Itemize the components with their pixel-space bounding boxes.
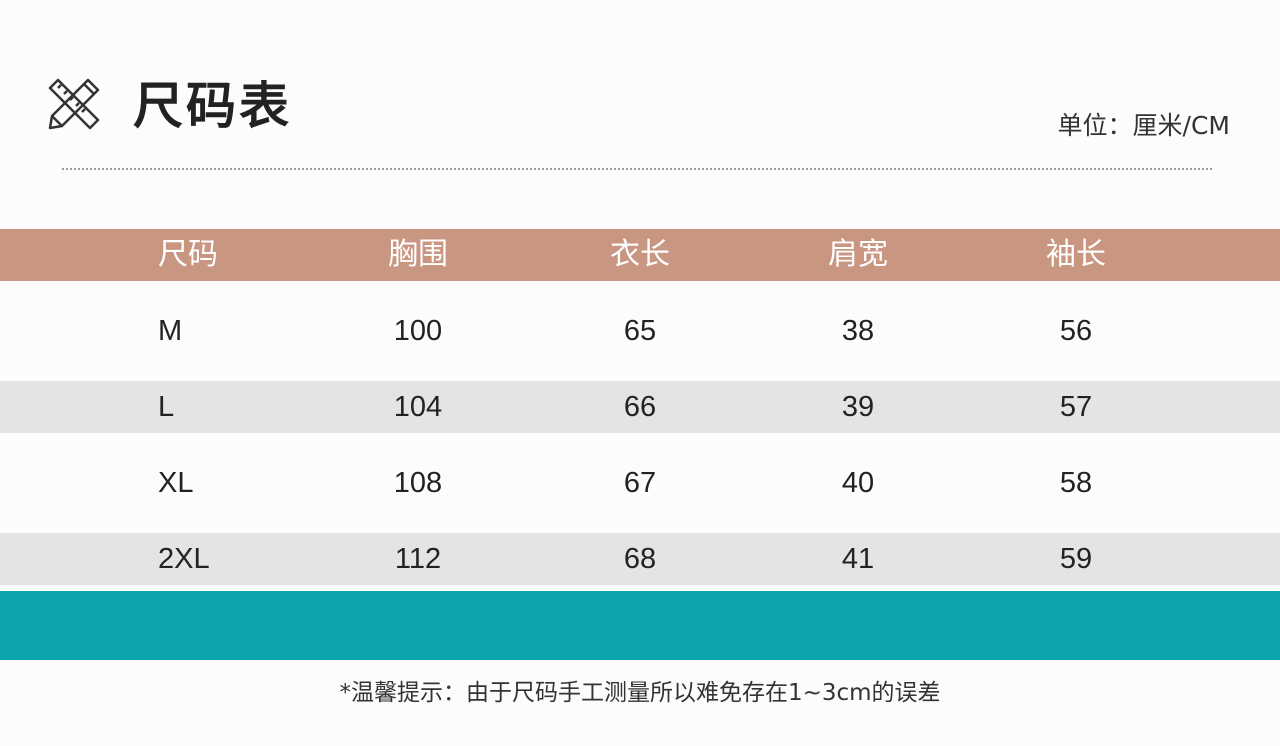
- cell-shoulder: 41: [841, 543, 875, 575]
- cell-chest: 108: [393, 467, 443, 499]
- cell-length: 68: [623, 543, 657, 575]
- header-chest: 胸围: [388, 237, 448, 272]
- header-shoulder: 肩宽: [828, 237, 888, 272]
- measurement-note: *温馨提示：由于尺码手工测量所以难免存在1~3cm的误差: [339, 680, 941, 706]
- cell-chest: 104: [393, 391, 443, 423]
- cell-shoulder: 38: [841, 315, 875, 347]
- page-title: 尺码表: [133, 77, 292, 135]
- accent-bar: [0, 591, 1280, 660]
- table-row: 2XL 112 68 41 59: [0, 533, 1280, 585]
- table-row: M 100 65 38 56: [0, 305, 1280, 357]
- cell-shoulder: 39: [841, 391, 875, 423]
- header-sleeve: 袖长: [1046, 237, 1106, 272]
- unit-label: 单位：厘米/CM: [1057, 111, 1230, 140]
- cell-size: L: [158, 391, 175, 423]
- table-header: 尺码 胸围 衣长 肩宽 袖长: [0, 229, 1280, 281]
- ruler-pencil-icon: [48, 78, 100, 130]
- table-row: XL 108 67 40 58: [0, 457, 1280, 509]
- cell-sleeve: 59: [1059, 543, 1093, 575]
- cell-sleeve: 56: [1059, 315, 1093, 347]
- header-size: 尺码: [158, 237, 218, 272]
- cell-sleeve: 57: [1059, 391, 1093, 423]
- header-length: 衣长: [610, 237, 670, 272]
- title-divider: [62, 168, 1212, 170]
- cell-length: 66: [623, 391, 657, 423]
- cell-length: 65: [623, 315, 657, 347]
- cell-length: 67: [623, 467, 657, 499]
- table-row: L 104 66 39 57: [0, 381, 1280, 433]
- cell-shoulder: 40: [841, 467, 875, 499]
- cell-chest: 100: [393, 315, 443, 347]
- cell-size: 2XL: [158, 543, 210, 575]
- cell-size: XL: [158, 467, 194, 499]
- cell-size: M: [158, 315, 183, 347]
- cell-chest: 112: [394, 543, 442, 575]
- cell-sleeve: 58: [1059, 467, 1093, 499]
